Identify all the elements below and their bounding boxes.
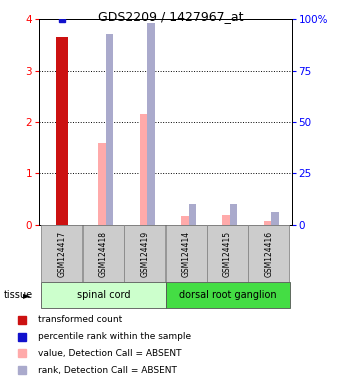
Bar	[189, 204, 196, 225]
Bar	[230, 204, 237, 225]
Bar	[98, 144, 108, 225]
Text: tissue: tissue	[3, 290, 32, 300]
Bar	[83, 225, 124, 282]
Text: ►: ►	[23, 290, 31, 300]
Bar	[166, 282, 290, 308]
Text: GSM124415: GSM124415	[223, 231, 232, 277]
Bar	[139, 114, 150, 225]
Bar	[264, 221, 274, 225]
Text: percentile rank within the sample: percentile rank within the sample	[38, 332, 191, 341]
Text: transformed count: transformed count	[38, 315, 122, 324]
Bar	[124, 225, 165, 282]
Bar	[222, 215, 233, 225]
Bar	[42, 225, 83, 282]
Text: GSM124419: GSM124419	[140, 231, 149, 277]
Bar	[106, 33, 113, 225]
Bar	[207, 225, 248, 282]
Bar	[56, 37, 68, 225]
Text: GSM124414: GSM124414	[181, 231, 191, 277]
Bar	[181, 217, 191, 225]
Bar	[166, 225, 207, 282]
Bar	[248, 225, 289, 282]
Text: spinal cord: spinal cord	[77, 290, 130, 300]
Text: GDS2209 / 1427967_at: GDS2209 / 1427967_at	[98, 10, 243, 23]
Bar	[147, 23, 154, 225]
Text: GSM124416: GSM124416	[264, 231, 273, 277]
Text: dorsal root ganglion: dorsal root ganglion	[179, 290, 277, 300]
Text: value, Detection Call = ABSENT: value, Detection Call = ABSENT	[38, 349, 182, 358]
Bar	[42, 282, 166, 308]
Text: rank, Detection Call = ABSENT: rank, Detection Call = ABSENT	[38, 366, 177, 375]
Text: GSM124417: GSM124417	[58, 231, 66, 277]
Text: GSM124418: GSM124418	[99, 231, 108, 277]
Bar	[271, 212, 279, 225]
